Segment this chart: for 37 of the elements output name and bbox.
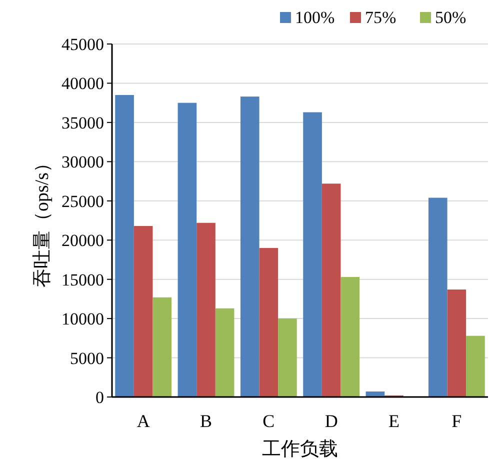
- y-tick-label: 45000: [62, 35, 104, 54]
- bar: [366, 392, 385, 397]
- y-tick-label: 35000: [62, 113, 104, 132]
- x-tick-label: F: [452, 411, 462, 431]
- y-tick-label: 40000: [62, 74, 104, 94]
- legend-label: 75%: [365, 8, 396, 27]
- y-tick-label: 30000: [62, 152, 104, 172]
- bar: [115, 94, 134, 397]
- y-tick-label: 10000: [62, 310, 104, 329]
- bar: [278, 318, 297, 397]
- y-axis-title: 吞吐量（ops/s）: [32, 153, 53, 288]
- bar: [428, 198, 448, 397]
- y-tick-label: 5000: [70, 348, 104, 368]
- y-tick-label: 0: [96, 388, 104, 407]
- bar: [466, 336, 485, 397]
- legend-label: 100%: [295, 8, 335, 27]
- bar: [340, 276, 360, 397]
- bar: [447, 290, 466, 397]
- y-tick-label: 25000: [62, 192, 104, 211]
- bar: [303, 112, 322, 397]
- x-tick-label: A: [136, 411, 150, 431]
- x-tick-label: E: [388, 411, 400, 431]
- x-tick-label: D: [324, 411, 338, 431]
- y-tick-label: 15000: [62, 270, 104, 290]
- bar: [178, 102, 197, 397]
- y-tick-label: 20000: [62, 231, 104, 250]
- bar: [322, 184, 341, 397]
- bar: [215, 308, 234, 397]
- x-tick-label: C: [262, 411, 275, 431]
- x-axis-title: 工作负载: [262, 439, 338, 459]
- bar: [240, 96, 260, 397]
- bar: [259, 248, 278, 397]
- legend-label: 50%: [435, 8, 466, 27]
- bar: [196, 222, 216, 397]
- bar: [152, 297, 172, 397]
- bar: [134, 226, 153, 397]
- x-tick-label: B: [200, 411, 212, 431]
